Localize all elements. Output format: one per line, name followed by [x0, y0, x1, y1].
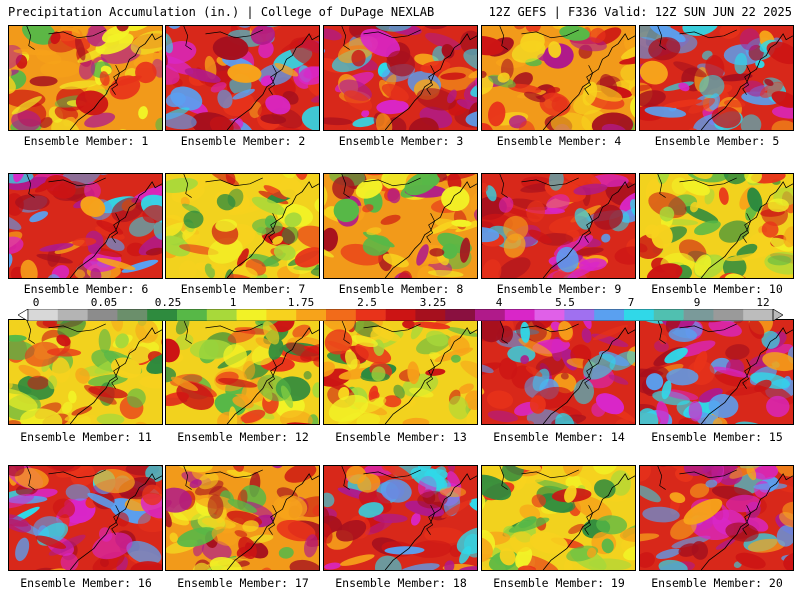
scale-color-bin — [564, 309, 595, 321]
ensemble-map-6 — [8, 173, 163, 279]
ensemble-map-2 — [165, 25, 320, 131]
ensemble-member-label: Ensemble Member: 12 — [177, 430, 309, 444]
scale-max-arrow — [772, 309, 783, 321]
scale-tick-label: 4 — [495, 296, 503, 309]
scale-color-bin — [624, 309, 655, 321]
scale-tick-label: 1 — [229, 296, 237, 309]
scale-color-bin — [117, 309, 148, 321]
model-valid-time: 12Z GEFS | F336 Valid: 12Z SUN JUN 22 20… — [488, 5, 792, 19]
ensemble-member-label: Ensemble Member: 4 — [496, 134, 622, 148]
ensemble-map-9 — [481, 173, 636, 279]
precip-color-scale — [18, 309, 783, 321]
ensemble-member-label: Ensemble Member: 9 — [496, 282, 622, 296]
scale-color-bin — [475, 309, 506, 321]
scale-tick-label: 5.5 — [555, 296, 575, 309]
scale-tick-label: 0 — [32, 296, 40, 309]
scale-tick-label: 2.5 — [357, 296, 377, 309]
scale-color-bin — [266, 309, 297, 321]
scale-color-bin — [28, 309, 59, 321]
scale-color-bin — [296, 309, 327, 321]
ensemble-map-19 — [481, 465, 636, 571]
scale-tick-label: 3.25 — [419, 296, 447, 309]
scale-color-bin — [683, 309, 714, 321]
scale-color-bin — [385, 309, 416, 321]
ensemble-member-label: Ensemble Member: 8 — [338, 282, 464, 296]
ensemble-member-label: Ensemble Member: 3 — [338, 134, 464, 148]
scale-color-bin — [326, 309, 357, 321]
scale-color-bin — [177, 309, 208, 321]
ensemble-member-label: Ensemble Member: 18 — [335, 576, 467, 590]
scale-color-bin — [236, 309, 267, 321]
ensemble-member-label: Ensemble Member: 20 — [651, 576, 783, 590]
ensemble-map-14 — [481, 319, 636, 425]
scale-color-bin — [206, 309, 237, 321]
ensemble-map-3 — [323, 25, 478, 131]
ensemble-member-label: Ensemble Member: 6 — [23, 282, 149, 296]
scale-tick-label: 12 — [756, 296, 770, 309]
ensemble-member-label: Ensemble Member: 2 — [180, 134, 306, 148]
scale-color-bin — [147, 309, 178, 321]
scale-color-bin — [743, 309, 774, 321]
ensemble-map-8 — [323, 173, 478, 279]
scale-tick-label: 1.75 — [287, 296, 315, 309]
ensemble-member-label: Ensemble Member: 11 — [20, 430, 152, 444]
ensemble-map-10 — [639, 173, 794, 279]
scale-tick-label: 0.25 — [154, 296, 182, 309]
scale-color-bin — [445, 309, 476, 321]
scale-tick-label: 9 — [693, 296, 701, 309]
ensemble-map-18 — [323, 465, 478, 571]
ensemble-map-5 — [639, 25, 794, 131]
ensemble-map-20 — [639, 465, 794, 571]
scale-color-bin — [713, 309, 744, 321]
scale-color-bin — [87, 309, 118, 321]
ensemble-map-12 — [165, 319, 320, 425]
ensemble-member-label: Ensemble Member: 5 — [654, 134, 780, 148]
ensemble-member-label: Ensemble Member: 7 — [180, 282, 306, 296]
scale-color-bin — [653, 309, 684, 321]
scale-color-bin — [57, 309, 88, 321]
scale-tick-label: 7 — [627, 296, 635, 309]
ensemble-member-label: Ensemble Member: 14 — [493, 430, 625, 444]
ensemble-map-17 — [165, 465, 320, 571]
ensemble-member-label: Ensemble Member: 15 — [651, 430, 783, 444]
map-title: Precipitation Accumulation (in.) | Colle… — [8, 5, 435, 19]
ensemble-member-label: Ensemble Member: 17 — [177, 576, 309, 590]
scale-color-bin — [415, 309, 446, 321]
ensemble-member-label: Ensemble Member: 19 — [493, 576, 625, 590]
scale-color-bin — [594, 309, 625, 321]
ensemble-map-15 — [639, 319, 794, 425]
ensemble-map-4 — [481, 25, 636, 131]
ensemble-map-16 — [8, 465, 163, 571]
ensemble-member-label: Ensemble Member: 10 — [651, 282, 783, 296]
ensemble-member-label: Ensemble Member: 13 — [335, 430, 467, 444]
ensemble-map-11 — [8, 319, 163, 425]
scale-color-bin — [355, 309, 386, 321]
scale-color-bin — [504, 309, 535, 321]
ensemble-member-label: Ensemble Member: 16 — [20, 576, 152, 590]
scale-min-arrow — [18, 309, 29, 321]
ensemble-map-7 — [165, 173, 320, 279]
ensemble-member-label: Ensemble Member: 1 — [23, 134, 149, 148]
scale-color-bin — [534, 309, 565, 321]
ensemble-map-1 — [8, 25, 163, 131]
ensemble-map-13 — [323, 319, 478, 425]
scale-tick-label: 0.05 — [90, 296, 118, 309]
